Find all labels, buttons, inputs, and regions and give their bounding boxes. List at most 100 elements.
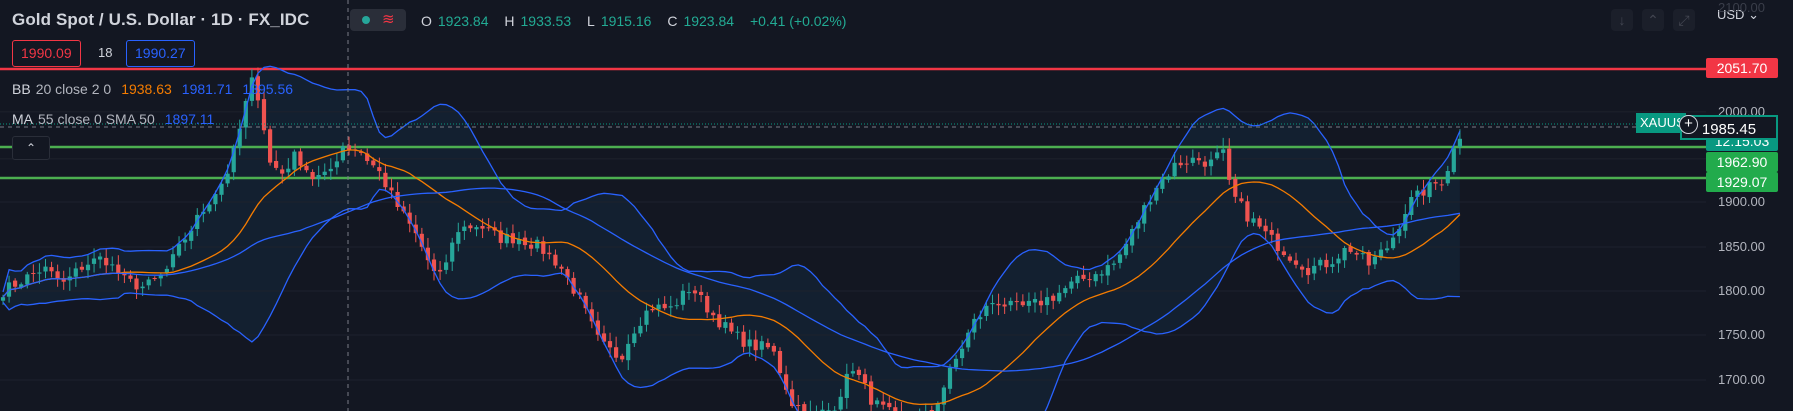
candle-body: [474, 227, 479, 230]
candle-body: [1215, 152, 1220, 159]
candle-body: [134, 278, 139, 290]
candle-body: [1227, 148, 1232, 180]
candle-body: [504, 234, 509, 244]
chart-grid: [0, 111, 1706, 381]
candle-body: [1136, 222, 1141, 229]
candle-body: [1342, 248, 1347, 261]
candle-body: [225, 173, 230, 184]
collapse-icon[interactable]: ⌃: [1642, 9, 1664, 31]
bollinger-legend[interactable]: BB 20 close 2 0 1938.63 1981.71 1895.56: [12, 81, 293, 97]
symbol-title[interactable]: Gold Spot / U.S. Dollar · 1D · FX_IDC: [12, 10, 310, 29]
low-value: 1915.16: [600, 13, 652, 29]
buy-button[interactable]: 1990.27: [126, 40, 195, 67]
candle-body: [1306, 268, 1311, 276]
candle-body: [626, 343, 631, 361]
candle-body: [589, 309, 594, 322]
candle-body: [419, 233, 424, 247]
bollinger-fill: [3, 66, 1460, 411]
candle-body: [377, 167, 382, 172]
low-label: L: [587, 13, 595, 29]
candle-body: [55, 271, 60, 279]
candle-body: [322, 171, 327, 175]
candle-body: [565, 269, 570, 278]
candle-body: [607, 341, 613, 348]
moving-average-legend[interactable]: MA 55 close 0 SMA 50 1897.11: [12, 111, 214, 127]
candle-body: [960, 348, 965, 359]
bollinger-lower-line: [2, 188, 1460, 411]
candle-body: [110, 264, 115, 266]
candle-body: [450, 242, 455, 262]
candle-body: [516, 239, 522, 245]
candle-body: [1360, 253, 1365, 255]
candle-body: [753, 339, 758, 351]
candle-body: [723, 322, 728, 328]
candle-body: [183, 239, 188, 243]
candle-body: [201, 211, 206, 214]
candle-body: [1421, 189, 1426, 196]
fullscreen-icon[interactable]: ⤢: [1673, 9, 1695, 31]
candle-body: [947, 367, 953, 389]
candle-body: [498, 230, 503, 243]
candle-body: [893, 407, 898, 411]
candle-body: [680, 290, 685, 305]
candle-body: [838, 396, 843, 410]
ohlc-values: O 1923.84 H 1933.53 L 1915.16 C 1923.84 +0.4…: [421, 13, 852, 29]
market-status[interactable]: ≋: [350, 9, 406, 31]
candle-body: [176, 243, 182, 256]
candle-body: [875, 400, 880, 405]
candle-body: [674, 305, 679, 307]
candle-body: [1451, 148, 1456, 173]
candle-body: [856, 369, 861, 375]
candle-body: [1208, 159, 1214, 167]
candle-body: [189, 230, 194, 241]
currency-label: USD: [1717, 7, 1745, 22]
candle-body: [304, 165, 309, 171]
bollinger-upper-line: [2, 65, 1461, 369]
candle-body: [1275, 233, 1280, 251]
candle-body: [711, 312, 716, 316]
candle-body: [541, 241, 546, 254]
add-alert-icon[interactable]: +: [1679, 115, 1698, 134]
close-label: C: [667, 13, 678, 29]
candle-body: [1221, 149, 1226, 153]
candle-body: [365, 153, 370, 161]
price-axis-label: 1700.00: [1718, 372, 1765, 387]
candle-body: [741, 331, 746, 347]
candle-body: [1166, 176, 1171, 180]
candle-body: [346, 145, 352, 150]
candle-body: [13, 280, 18, 287]
candle-body: [1300, 266, 1305, 270]
candle-body: [146, 279, 151, 286]
quantity-value[interactable]: 18: [98, 45, 113, 60]
candle-body: [231, 147, 236, 173]
candle-body: [73, 268, 78, 277]
ma-value: 1897.11: [164, 111, 215, 127]
candle-body: [1330, 264, 1335, 267]
candle-body: [280, 169, 285, 174]
candle-body: [668, 306, 673, 308]
candle-body: [371, 160, 376, 166]
currency-selector[interactable]: USD ⌄: [1717, 7, 1759, 23]
candle-body: [1439, 184, 1444, 186]
candle-body: [219, 183, 224, 195]
candle-body: [274, 161, 279, 168]
candle-body: [292, 151, 297, 170]
candle-body: [468, 225, 473, 229]
candle-body: [1354, 252, 1359, 255]
candle-body: [431, 259, 437, 272]
candle-body: [771, 345, 776, 352]
sell-button[interactable]: 1990.09: [12, 40, 81, 67]
candle-body: [1257, 218, 1262, 227]
candle-body: [1366, 252, 1371, 266]
candle-body: [862, 374, 868, 384]
collapse-legend-button[interactable]: ⌃: [12, 136, 50, 160]
change-value: +0.41 (+0.02%): [749, 13, 847, 29]
market-open-dot: [362, 16, 370, 24]
symbol-price-label: XAUUSD: [1636, 113, 1686, 133]
candle-body: [644, 310, 649, 325]
candle-body: [140, 286, 145, 289]
candle-body: [1196, 158, 1201, 161]
scroll-down-icon[interactable]: ↓: [1611, 9, 1633, 31]
candle-body: [759, 341, 764, 350]
